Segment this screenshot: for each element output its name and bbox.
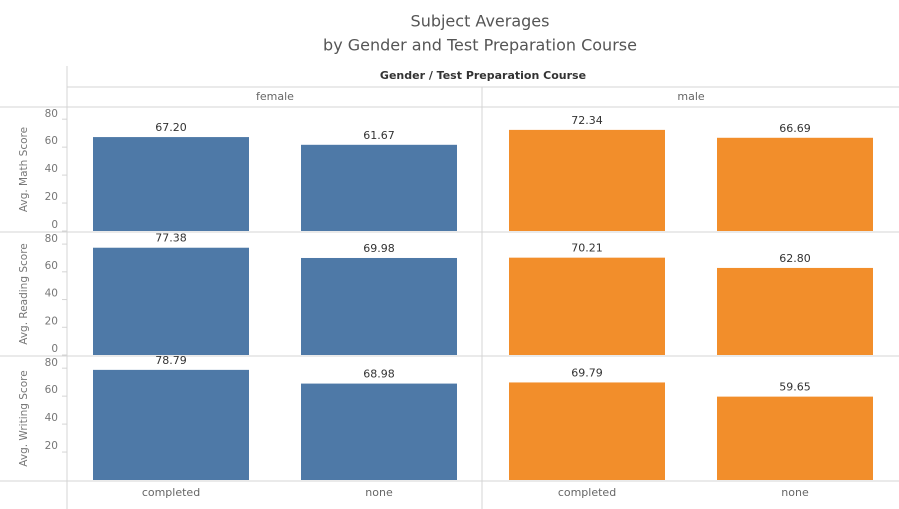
- x-tick-label: none: [781, 486, 809, 499]
- y-tick-label: 60: [45, 384, 58, 396]
- chart-subtitle: by Gender and Test Preparation Course: [323, 36, 637, 55]
- x-tick-label: none: [365, 486, 393, 499]
- bar: [301, 383, 457, 480]
- y-tick-label: 40: [45, 412, 58, 424]
- value-label: 68.98: [363, 368, 395, 381]
- bar: [301, 144, 457, 231]
- row-label: Avg. Writing Score: [18, 370, 30, 466]
- value-label: 77.38: [155, 232, 187, 245]
- value-label: 72.34: [571, 114, 603, 127]
- value-label: 59.65: [779, 381, 811, 394]
- bar: [509, 382, 665, 480]
- y-tick-label: 60: [45, 260, 58, 272]
- y-tick-label: 40: [45, 163, 58, 175]
- y-tick-label: 40: [45, 288, 58, 300]
- value-label: 62.80: [779, 252, 811, 265]
- bar: [93, 137, 249, 231]
- y-tick-label: 0: [51, 219, 58, 231]
- row-label: Avg. Reading Score: [18, 243, 30, 345]
- bar: [509, 257, 665, 355]
- value-label: 78.79: [155, 354, 187, 367]
- value-label: 69.79: [571, 366, 603, 379]
- x-tick-label: completed: [142, 486, 200, 499]
- value-label: 67.20: [155, 121, 187, 134]
- bar: [717, 396, 873, 480]
- bar: [717, 267, 873, 355]
- y-tick-label: 0: [51, 343, 58, 355]
- y-tick-label: 60: [45, 135, 58, 147]
- y-tick-label: 80: [45, 108, 58, 120]
- group-label: female: [256, 90, 294, 103]
- y-tick-label: 20: [45, 440, 58, 452]
- bar: [93, 369, 249, 480]
- row-label: Avg. Math Score: [18, 127, 30, 212]
- chart-title: Subject Averages: [411, 12, 550, 31]
- bar: [301, 257, 457, 355]
- y-tick-label: 20: [45, 191, 58, 203]
- column-header: Gender / Test Preparation Course: [380, 69, 586, 82]
- value-label: 66.69: [779, 122, 811, 135]
- y-tick-label: 20: [45, 315, 58, 327]
- x-tick-label: completed: [558, 486, 616, 499]
- bar: [509, 129, 665, 231]
- y-tick-label: 80: [45, 233, 58, 245]
- bar: [93, 247, 249, 355]
- value-label: 61.67: [363, 129, 395, 142]
- bar: [717, 137, 873, 231]
- group-label: male: [677, 90, 705, 103]
- value-label: 70.21: [571, 242, 603, 255]
- value-label: 69.98: [363, 242, 395, 255]
- y-tick-label: 80: [45, 357, 58, 369]
